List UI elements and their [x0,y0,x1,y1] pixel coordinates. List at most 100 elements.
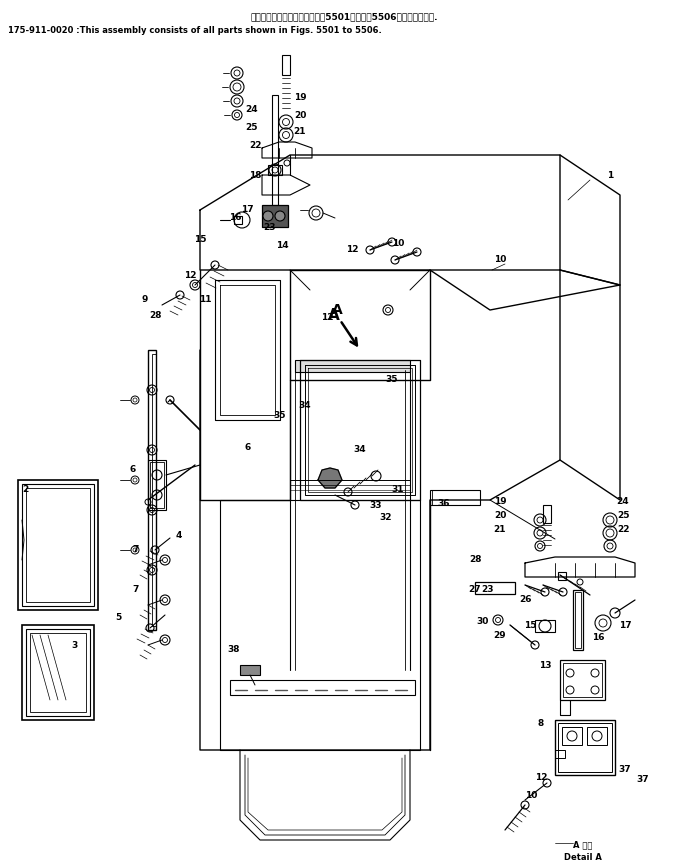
Text: Detail A: Detail A [564,854,602,863]
Bar [475,582,515,594]
Bar [587,727,607,745]
Text: 37: 37 [636,775,649,785]
Text: 8: 8 [538,720,544,728]
Bar [230,680,415,695]
Text: 27: 27 [469,585,482,594]
Text: 15: 15 [194,236,206,244]
Text: 34: 34 [299,400,311,410]
Text: 6: 6 [130,466,136,475]
Text: 20: 20 [294,112,306,120]
Bar [573,590,583,650]
Text: 22: 22 [249,140,261,150]
Text: 18: 18 [249,171,261,179]
Bar [18,480,98,610]
Text: 30: 30 [477,617,489,626]
Text: 29: 29 [494,631,506,641]
Text: 16: 16 [228,214,241,223]
Bar [555,720,615,775]
Text: 2: 2 [22,486,28,494]
Bar [562,727,582,745]
Bar [295,360,410,372]
Text: 17: 17 [241,205,253,215]
Text: 175-911-0020 :This assembly consists of all parts shown in Figs. 5501 to 5506.: 175-911-0020 :This assembly consists of … [8,26,382,35]
Text: 22: 22 [616,526,630,534]
Text: 25: 25 [246,124,258,132]
Text: 1: 1 [607,171,613,179]
Bar [148,460,166,510]
Text: 31: 31 [391,486,405,494]
Text: 19: 19 [494,497,506,507]
Text: 28: 28 [470,555,482,565]
Bar [150,462,164,508]
Bar [268,165,282,175]
Text: A: A [332,303,343,317]
Text: 21: 21 [494,526,506,534]
Text: 12: 12 [184,270,196,280]
Bar [22,625,94,720]
Bar [148,350,156,630]
Text: 24: 24 [246,106,258,114]
Text: 38: 38 [228,645,240,655]
Text: 12: 12 [535,773,547,783]
Text: 21: 21 [294,127,306,137]
Text: 12: 12 [321,313,333,322]
Text: 6: 6 [245,443,251,453]
Text: 16: 16 [592,634,604,643]
Text: 15: 15 [524,621,536,630]
Text: 23: 23 [482,585,494,594]
Bar [26,629,90,716]
Bar [558,572,566,580]
Text: 5: 5 [115,613,121,623]
Text: 23: 23 [264,223,277,232]
Text: 26: 26 [519,596,533,604]
Bar [535,620,555,632]
Bar [560,660,605,700]
Bar [575,592,581,648]
Bar [555,750,565,758]
Text: 3: 3 [72,641,78,650]
Bar [240,665,260,675]
Text: 36: 36 [438,499,450,507]
Text: 10: 10 [494,255,506,264]
Bar [272,95,278,205]
Bar [262,205,288,227]
Text: このアセンブリの構成部品は第5501図から第5506図まで含みます.: このアセンブリの構成部品は第5501図から第5506図まで含みます. [250,12,438,21]
Text: 11: 11 [199,295,211,305]
Bar [430,490,480,505]
Text: 19: 19 [294,93,306,101]
Text: 17: 17 [619,621,632,630]
Text: 14: 14 [276,241,288,249]
Bar [26,488,90,602]
Text: 34: 34 [354,445,366,455]
Bar [30,633,86,712]
Text: 12: 12 [346,245,358,255]
Circle shape [275,211,285,221]
Text: 35: 35 [274,410,286,419]
Text: 7: 7 [133,546,139,554]
Text: 20: 20 [494,512,506,520]
Bar [234,216,242,224]
Text: 9: 9 [142,295,148,305]
Polygon shape [318,468,342,488]
Text: 10: 10 [525,791,537,799]
Text: 13: 13 [539,661,551,669]
Text: 10: 10 [391,238,404,248]
Bar [558,723,612,772]
Bar [152,354,156,626]
Text: 35: 35 [386,376,398,385]
Text: A: A [328,308,340,324]
Text: 4: 4 [176,532,182,540]
Bar [543,505,551,523]
Text: 28: 28 [149,311,161,320]
Circle shape [263,211,273,221]
Text: 25: 25 [616,512,630,520]
Text: A 詳細: A 詳細 [573,841,592,850]
Bar [563,663,602,697]
Bar [22,484,94,606]
Bar [282,55,290,75]
Text: 32: 32 [380,513,392,521]
Text: 24: 24 [616,497,630,507]
Text: 37: 37 [619,766,632,774]
Text: 7: 7 [133,585,139,594]
Text: 33: 33 [369,501,383,510]
